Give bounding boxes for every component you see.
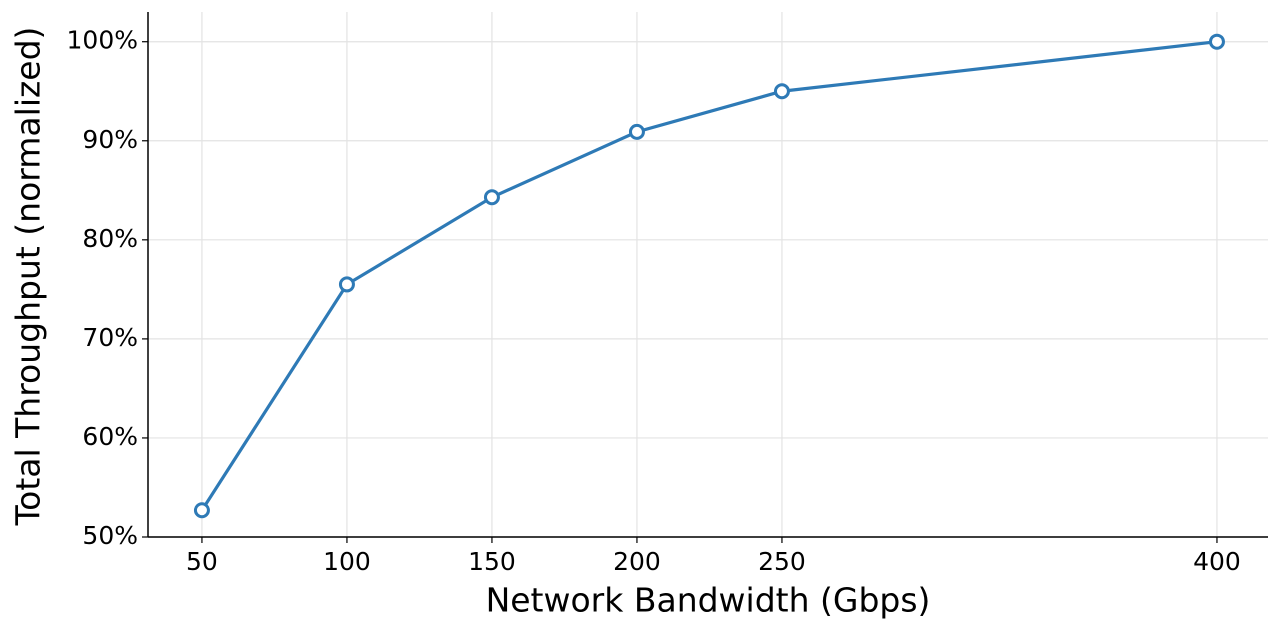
data-line — [200, 40, 1218, 512]
data-point — [483, 189, 500, 206]
y-tick-label: 60% — [82, 422, 138, 451]
x-tick-label: 400 — [1193, 547, 1241, 576]
y-axis-label: Total Throughput (normalized) — [9, 27, 48, 527]
data-point — [338, 276, 355, 293]
x-axis-label: Network Bandwidth (Gbps) — [486, 581, 931, 620]
y-tick-label: 100% — [67, 26, 138, 55]
data-point — [773, 83, 790, 100]
x-tick-label: 50 — [186, 547, 218, 576]
x-tick-label: 150 — [468, 547, 516, 576]
data-point — [1208, 33, 1225, 50]
x-tick-label: 200 — [613, 547, 661, 576]
data-point — [193, 502, 210, 519]
x-tick-label: 100 — [323, 547, 371, 576]
y-tick-label: 50% — [82, 521, 138, 550]
y-tick-label: 90% — [82, 125, 138, 154]
y-tick-label: 70% — [82, 323, 138, 352]
y-tick-label: 80% — [82, 224, 138, 253]
data-point — [628, 123, 645, 140]
x-tick-label: 250 — [758, 547, 806, 576]
